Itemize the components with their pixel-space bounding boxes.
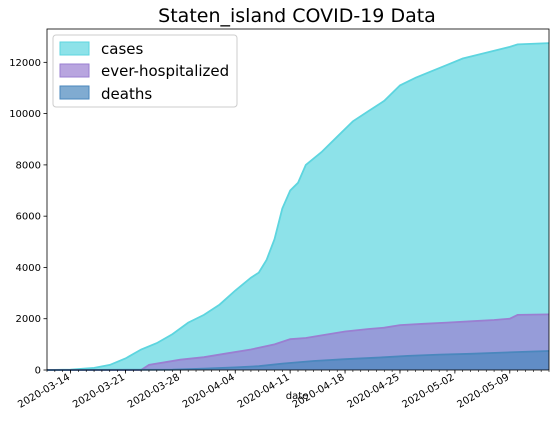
legend-label-deaths: deaths [101,85,152,103]
legend-swatch-deaths [59,85,90,100]
legend-box [52,34,238,108]
legend-label-cases: cases [101,40,143,58]
y-tick-label: 12000 [9,58,41,69]
legend-swatch-cases [59,41,90,56]
area-edge-ever-hospitalized [47,313,550,371]
chart-title: Staten_island COVID-19 Data [158,5,436,27]
legend-swatch-ever-hospitalized [59,63,90,78]
area-edge-deaths [46,350,550,371]
y-tick-label: 10000 [9,109,41,120]
legend-label-ever-hospitalized: ever-hospitalized [101,62,229,80]
y-tick-label: 4000 [16,263,41,274]
y-axis: 0 2000 4000 6000 8000 10000 12000 [9,58,47,377]
area-cases [47,43,549,370]
plot-areas [46,42,550,371]
y-tick-label: 6000 [16,212,41,223]
y-tick-label: 0 [35,366,41,377]
area-edge-cases [46,42,550,371]
legend: cases ever-hospitalized deaths [52,34,238,108]
x-axis-label: date [286,391,309,402]
y-tick-label: 2000 [16,314,41,325]
y-tick-label: 8000 [16,160,41,171]
